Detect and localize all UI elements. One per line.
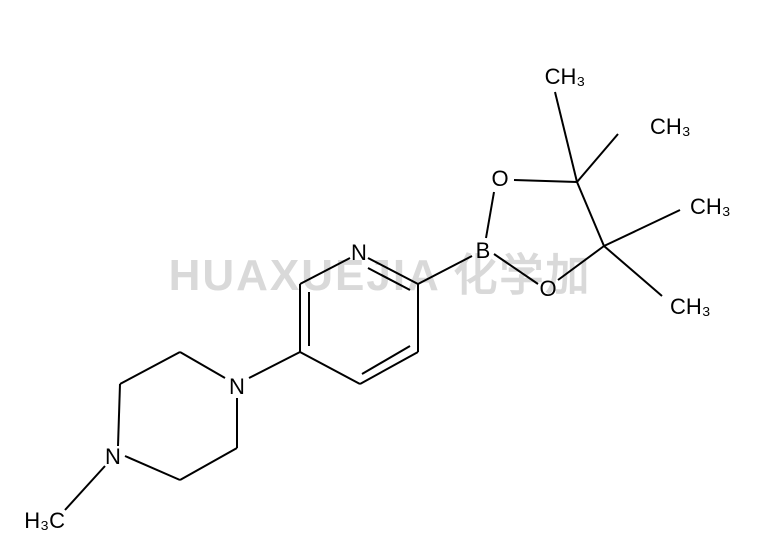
atom-label-ch3d: CH₃ <box>690 194 731 219</box>
bond-pip-c1-n1 <box>65 466 105 510</box>
bond-C4d-me3 <box>604 246 662 296</box>
atom-label-ch3b: CH₃ <box>545 64 586 89</box>
chemical-structure-diagram: HUAXUEJIA 化学加 N N N B O O H₃C CH₃ CH₃ CH₃ CH₃ <box>0 0 760 536</box>
bond-C4d-C5d <box>577 182 604 246</box>
atom-label-o2: O <box>539 276 556 301</box>
atom-label-n1: N <box>105 444 121 469</box>
atom-label-n2: N <box>229 374 245 399</box>
atom-label-ch3e: CH₃ <box>670 294 711 319</box>
bond-pip-c2-c3 <box>180 448 237 480</box>
bond-pip-c5-n1 <box>118 384 120 446</box>
bond-C5d-me1 <box>577 134 618 182</box>
bond-n2-pyC1 <box>249 352 300 378</box>
bond-C5d-O1 <box>514 180 577 182</box>
atom-label-ch3c: CH₃ <box>650 114 691 139</box>
atom-label-o1: O <box>491 166 508 191</box>
bond-C4d-me4 <box>604 210 680 246</box>
bonds-layer <box>65 92 680 510</box>
atom-label-ch3a: H₃C <box>24 508 65 533</box>
bond-py-c4-c5 <box>360 352 418 384</box>
bond-pip-n1-c2 <box>125 456 180 480</box>
bond-pip-n2-c4 <box>180 352 225 378</box>
atom-label-b: B <box>476 238 491 263</box>
bond-B-O1 <box>486 192 494 238</box>
watermark-text: HUAXUEJIA 化学加 <box>169 251 592 300</box>
bond-C5d-me2 <box>555 92 577 182</box>
atom-label-n3: N <box>351 240 367 265</box>
bond-pip-c4-c5 <box>120 352 180 384</box>
bond-py-c5-c1 <box>300 352 360 384</box>
